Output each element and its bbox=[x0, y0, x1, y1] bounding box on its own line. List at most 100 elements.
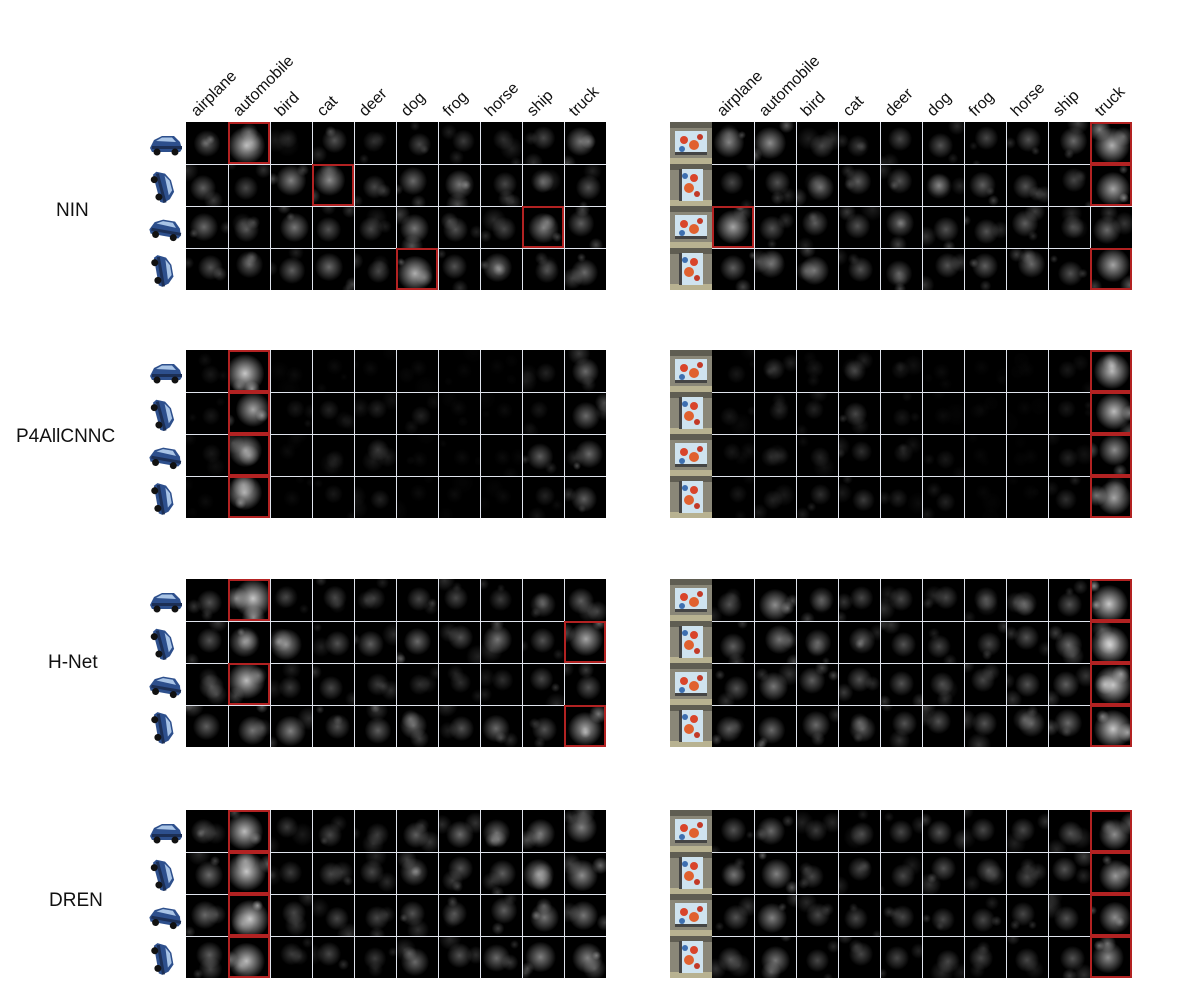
saliency-cell-DREN-right-1-dog bbox=[922, 852, 964, 894]
saliency-cell-P4AllCNNC-left-1-horse bbox=[480, 392, 522, 434]
saliency-cell-P4AllCNNC-right-1-automobile bbox=[754, 392, 796, 434]
saliency-cell-DREN-left-0-dog bbox=[396, 810, 438, 852]
saliency-cell-P4AllCNNC-left-0-cat bbox=[312, 350, 354, 392]
saliency-cell-NIN-left-1-airplane bbox=[186, 164, 228, 206]
saliency-cell-NIN-left-3-bird bbox=[270, 248, 312, 290]
saliency-cell-NIN-right-0-ship bbox=[1048, 122, 1090, 164]
saliency-cell-NIN-right-2-airplane bbox=[712, 206, 754, 248]
saliency-cell-H-Net-right-1-automobile bbox=[754, 621, 796, 663]
saliency-cell-DREN-left-0-cat bbox=[312, 810, 354, 852]
saliency-cell-DREN-right-1-truck bbox=[1090, 852, 1132, 894]
saliency-cell-DREN-right-2-airplane bbox=[712, 894, 754, 936]
saliency-cell-DREN-left-0-bird bbox=[270, 810, 312, 852]
saliency-cell-H-Net-left-1-deer bbox=[354, 621, 396, 663]
saliency-cell-H-Net-right-3-airplane bbox=[712, 705, 754, 747]
saliency-cell-H-Net-right-0-frog bbox=[964, 579, 1006, 621]
saliency-cell-DREN-right-0-dog bbox=[922, 810, 964, 852]
car-thumbnail-icon bbox=[144, 164, 186, 206]
saliency-cell-DREN-left-1-ship bbox=[522, 852, 564, 894]
saliency-cell-P4AllCNNC-right-2-dog bbox=[922, 434, 964, 476]
saliency-cell-H-Net-left-3-deer bbox=[354, 705, 396, 747]
saliency-cell-H-Net-right-3-dog bbox=[922, 705, 964, 747]
truck-thumbnail bbox=[670, 621, 712, 663]
saliency-cell-NIN-right-2-ship bbox=[1048, 206, 1090, 248]
car-thumbnail-icon bbox=[144, 122, 186, 164]
saliency-cell-NIN-right-2-cat bbox=[838, 206, 880, 248]
saliency-cell-H-Net-right-2-truck bbox=[1090, 663, 1132, 705]
saliency-cell-NIN-left-1-dog bbox=[396, 164, 438, 206]
saliency-cell-NIN-right-2-horse bbox=[1006, 206, 1048, 248]
saliency-cell-NIN-left-2-automobile bbox=[228, 206, 270, 248]
car-thumbnail bbox=[144, 206, 186, 248]
grid-line bbox=[712, 705, 1132, 706]
saliency-cell-H-Net-left-3-frog bbox=[438, 705, 480, 747]
saliency-cell-P4AllCNNC-left-2-deer bbox=[354, 434, 396, 476]
saliency-cell-P4AllCNNC-right-3-dog bbox=[922, 476, 964, 518]
truck-thumbnail bbox=[670, 705, 712, 747]
saliency-cell-H-Net-right-0-truck bbox=[1090, 579, 1132, 621]
saliency-cell-H-Net-right-1-dog bbox=[922, 621, 964, 663]
saliency-cell-NIN-left-3-airplane bbox=[186, 248, 228, 290]
saliency-cell-H-Net-left-0-deer bbox=[354, 579, 396, 621]
saliency-cell-P4AllCNNC-left-2-truck bbox=[564, 434, 606, 476]
column-label-airplane: airplane bbox=[187, 67, 241, 120]
grid-line bbox=[712, 434, 1132, 435]
saliency-cell-NIN-right-0-frog bbox=[964, 122, 1006, 164]
car-thumbnail-icon bbox=[144, 663, 186, 705]
saliency-cell-DREN-right-2-ship bbox=[1048, 894, 1090, 936]
saliency-cell-DREN-right-0-automobile bbox=[754, 810, 796, 852]
saliency-cell-NIN-left-2-ship bbox=[522, 206, 564, 248]
saliency-cell-NIN-right-0-truck bbox=[1090, 122, 1132, 164]
car-thumbnail bbox=[144, 248, 186, 290]
saliency-cell-NIN-right-1-airplane bbox=[712, 164, 754, 206]
saliency-cell-H-Net-right-0-horse bbox=[1006, 579, 1048, 621]
saliency-cell-DREN-left-3-truck bbox=[564, 936, 606, 978]
saliency-cell-NIN-left-0-bird bbox=[270, 122, 312, 164]
saliency-cell-DREN-right-2-automobile bbox=[754, 894, 796, 936]
grid-line bbox=[712, 663, 1132, 664]
truck-thumbnail bbox=[670, 663, 712, 705]
car-thumbnail bbox=[144, 392, 186, 434]
saliency-cell-P4AllCNNC-right-0-deer bbox=[880, 350, 922, 392]
car-thumbnail bbox=[144, 164, 186, 206]
saliency-cell-NIN-right-3-cat bbox=[838, 248, 880, 290]
saliency-cell-P4AllCNNC-right-2-bird bbox=[796, 434, 838, 476]
saliency-cell-NIN-left-0-ship bbox=[522, 122, 564, 164]
car-thumbnail bbox=[144, 579, 186, 621]
truck-thumbnail-icon bbox=[670, 206, 712, 248]
saliency-cell-NIN-right-2-deer bbox=[880, 206, 922, 248]
saliency-cell-DREN-left-1-dog bbox=[396, 852, 438, 894]
saliency-cell-H-Net-right-0-bird bbox=[796, 579, 838, 621]
saliency-cell-NIN-left-3-truck bbox=[564, 248, 606, 290]
saliency-cell-H-Net-right-2-deer bbox=[880, 663, 922, 705]
saliency-cell-H-Net-right-1-airplane bbox=[712, 621, 754, 663]
grid-line bbox=[712, 164, 1132, 165]
truck-thumbnail-icon bbox=[670, 810, 712, 852]
saliency-cell-H-Net-left-0-bird bbox=[270, 579, 312, 621]
saliency-cell-H-Net-left-0-cat bbox=[312, 579, 354, 621]
car-thumbnail-icon bbox=[144, 621, 186, 663]
column-label-ship: ship bbox=[1049, 87, 1083, 120]
saliency-cell-H-Net-right-2-dog bbox=[922, 663, 964, 705]
saliency-cell-H-Net-right-1-deer bbox=[880, 621, 922, 663]
saliency-cell-P4AllCNNC-left-3-cat bbox=[312, 476, 354, 518]
truck-thumbnail bbox=[670, 434, 712, 476]
saliency-cell-DREN-left-3-automobile bbox=[228, 936, 270, 978]
saliency-cell-H-Net-left-1-cat bbox=[312, 621, 354, 663]
saliency-cell-H-Net-left-0-airplane bbox=[186, 579, 228, 621]
saliency-cell-NIN-left-1-horse bbox=[480, 164, 522, 206]
saliency-cell-NIN-left-3-deer bbox=[354, 248, 396, 290]
column-label-airplane: airplane bbox=[713, 67, 767, 120]
car-thumbnail bbox=[144, 663, 186, 705]
saliency-cell-P4AllCNNC-left-3-airplane bbox=[186, 476, 228, 518]
saliency-cell-P4AllCNNC-left-3-horse bbox=[480, 476, 522, 518]
saliency-cell-NIN-left-3-cat bbox=[312, 248, 354, 290]
saliency-cell-P4AllCNNC-right-1-ship bbox=[1048, 392, 1090, 434]
saliency-cell-NIN-left-0-deer bbox=[354, 122, 396, 164]
saliency-cell-H-Net-right-3-cat bbox=[838, 705, 880, 747]
saliency-cell-H-Net-left-0-frog bbox=[438, 579, 480, 621]
saliency-cell-H-Net-right-1-horse bbox=[1006, 621, 1048, 663]
saliency-cell-P4AllCNNC-left-2-frog bbox=[438, 434, 480, 476]
car-thumbnail-icon bbox=[144, 476, 186, 518]
saliency-cell-H-Net-left-1-bird bbox=[270, 621, 312, 663]
